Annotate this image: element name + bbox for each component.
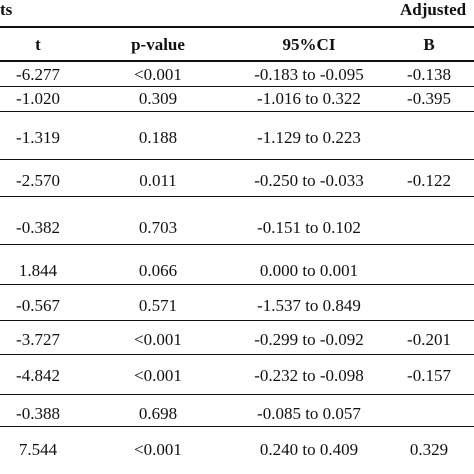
row-divider xyxy=(0,196,474,197)
cell-t: -1.319 xyxy=(16,128,60,147)
cell-p-value: 0.571 xyxy=(138,296,178,315)
cell-95ci: -0.299 to -0.092 xyxy=(254,330,364,349)
cell-p-value: <0.001 xyxy=(134,65,182,84)
top-rule xyxy=(0,26,474,28)
cell-95ci: -1.129 to 0.223 xyxy=(257,128,361,147)
cell-b: 0.329 xyxy=(409,440,449,459)
cell-95ci: -0.232 to -0.098 xyxy=(254,366,364,385)
cell-t: -2.570 xyxy=(16,171,60,190)
cell-t: -0.382 xyxy=(16,218,60,237)
cell-t: 7.544 xyxy=(18,440,58,459)
cell-t: -0.388 xyxy=(16,404,60,423)
cell-95ci: 0.240 to 0.409 xyxy=(259,440,359,459)
cell-95ci: -0.085 to 0.057 xyxy=(257,404,361,423)
cell-p-value: 0.066 xyxy=(138,261,178,280)
cell-t: -0.567 xyxy=(16,296,60,315)
cell-95ci: -0.183 to -0.095 xyxy=(254,65,364,84)
row-divider xyxy=(0,354,474,355)
cell-t: -6.277 xyxy=(16,65,60,84)
cell-p-value: <0.001 xyxy=(134,366,182,385)
cell-p-value: 0.011 xyxy=(139,171,177,190)
row-divider xyxy=(0,394,474,395)
group-heading-adjusted: Adjusted xyxy=(400,0,467,19)
cell-p-value: 0.188 xyxy=(138,128,178,147)
column-header-t: t xyxy=(35,35,41,54)
row-divider xyxy=(0,244,474,245)
cell-b: -0.395 xyxy=(407,89,451,108)
cell-t: -4.842 xyxy=(16,366,60,385)
group-heading-left: ts xyxy=(0,0,13,19)
cell-95ci: -1.537 to 0.849 xyxy=(257,296,361,315)
column-header-95ci: 95%CI xyxy=(282,35,336,54)
cell-p-value: 0.703 xyxy=(138,218,178,237)
row-divider xyxy=(0,159,474,160)
row-divider xyxy=(0,320,474,321)
cell-t: -1.020 xyxy=(16,89,60,108)
cell-95ci: -1.016 to 0.322 xyxy=(257,89,361,108)
cell-p-value: 0.698 xyxy=(138,404,178,423)
cell-b: -0.157 xyxy=(407,366,451,385)
row-divider xyxy=(0,284,474,285)
cell-p-value: 0.309 xyxy=(138,89,178,108)
row-divider xyxy=(0,86,474,87)
cell-t: 1.844 xyxy=(18,261,58,280)
cell-t: -3.727 xyxy=(16,330,60,349)
cell-p-value: <0.001 xyxy=(134,330,182,349)
cell-b: -0.138 xyxy=(407,65,451,84)
column-header-p-value: p-value xyxy=(131,35,185,54)
cell-p-value: <0.001 xyxy=(134,440,182,459)
row-divider xyxy=(0,111,474,112)
cell-95ci: -0.151 to 0.102 xyxy=(257,218,361,237)
column-header-b: B xyxy=(423,35,435,54)
cell-b: -0.201 xyxy=(407,330,451,349)
header-rule xyxy=(0,60,474,62)
row-divider xyxy=(0,426,474,427)
cell-95ci: -0.250 to -0.033 xyxy=(254,171,364,190)
cell-b: -0.122 xyxy=(407,171,451,190)
cell-95ci: 0.000 to 0.001 xyxy=(259,261,359,280)
